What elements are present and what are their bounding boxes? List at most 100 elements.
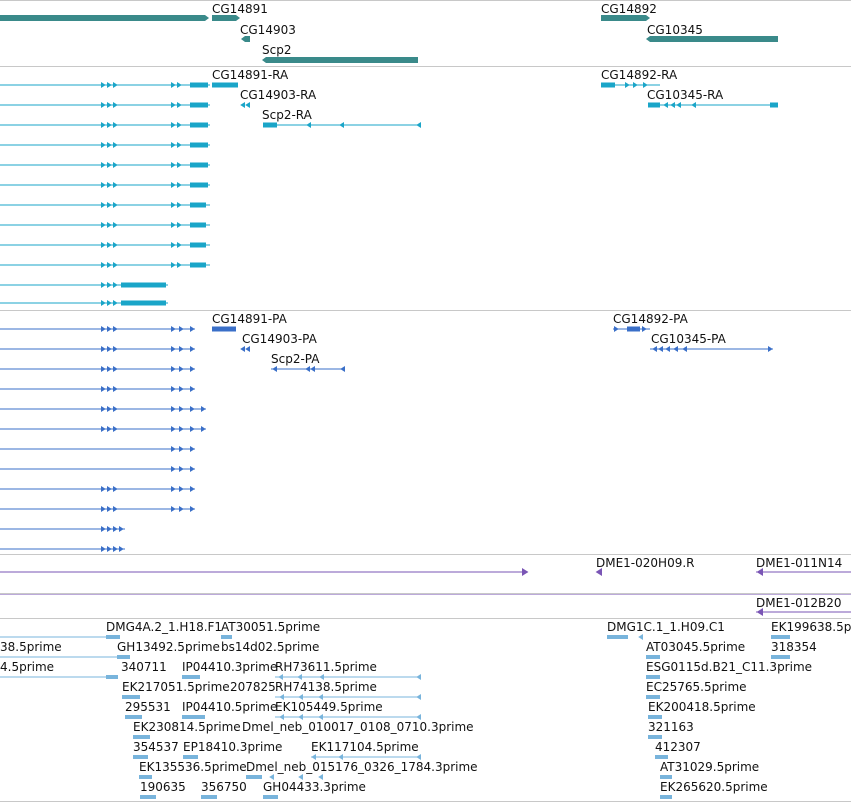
protein-arrow[interactable]	[190, 486, 195, 492]
est-label[interactable]: Dmel_neb_010017_0108_0710.3prime	[242, 720, 474, 734]
exon-arrow[interactable]	[171, 162, 176, 168]
est-block[interactable]	[648, 715, 662, 719]
protein-label[interactable]: Scp2-PA	[271, 352, 320, 366]
est-arrow[interactable]	[416, 694, 421, 700]
exon-arrow[interactable]	[107, 202, 112, 208]
est-label[interactable]: 340711	[121, 660, 167, 674]
exon-arrow[interactable]	[101, 122, 106, 128]
est-arrow[interactable]	[297, 674, 302, 680]
protein-arrow[interactable]	[179, 366, 184, 372]
exon-arrow[interactable]	[177, 202, 182, 208]
exon-block[interactable]	[648, 102, 660, 108]
est-label[interactable]: bs14d02.5prime	[221, 640, 320, 654]
protein-arrow[interactable]	[272, 366, 277, 372]
exon-block[interactable]	[770, 102, 778, 108]
exon-arrow[interactable]	[101, 142, 106, 148]
protein-arrow[interactable]	[201, 406, 206, 412]
protein-block[interactable]	[212, 326, 236, 332]
est-arrow[interactable]	[278, 674, 283, 680]
protein-arrow[interactable]	[107, 486, 112, 492]
exon-arrow[interactable]	[101, 242, 106, 248]
protein-arrow[interactable]	[101, 386, 106, 392]
est-arrow[interactable]	[416, 714, 421, 720]
exon-block[interactable]	[190, 222, 206, 228]
exon-arrow[interactable]	[177, 122, 182, 128]
exon-block[interactable]	[190, 242, 206, 248]
exon-arrow[interactable]	[113, 162, 118, 168]
protein-arrow[interactable]	[171, 386, 176, 392]
exon-arrow[interactable]	[171, 82, 176, 88]
exon-arrow[interactable]	[101, 202, 106, 208]
est-arrow[interactable]	[298, 694, 303, 700]
exon-block[interactable]	[601, 82, 615, 88]
exon-arrow[interactable]	[625, 82, 630, 88]
protein-label[interactable]: CG14892-PA	[613, 312, 688, 326]
est-arrow[interactable]	[298, 774, 303, 780]
est-label[interactable]: DMG1C.1_1.H09.C1	[607, 620, 725, 634]
exon-arrow[interactable]	[306, 122, 311, 128]
protein-arrow[interactable]	[113, 546, 118, 552]
exon-arrow[interactable]	[113, 182, 118, 188]
clone-arrow[interactable]	[756, 568, 763, 576]
est-label[interactable]: EK135536.5prime	[139, 760, 247, 774]
protein-arrow[interactable]	[113, 526, 118, 532]
exon-arrow[interactable]	[171, 142, 176, 148]
protein-arrow[interactable]	[101, 426, 106, 432]
protein-arrow[interactable]	[101, 526, 106, 532]
protein-arrow[interactable]	[673, 346, 678, 352]
clone-label[interactable]: DME1-020H09.R	[596, 556, 695, 570]
protein-arrow[interactable]	[113, 346, 118, 352]
protein-arrow[interactable]	[113, 486, 118, 492]
protein-arrow[interactable]	[107, 386, 112, 392]
clone-arrow[interactable]	[756, 608, 763, 616]
exon-block[interactable]	[190, 142, 208, 148]
exon-arrow[interactable]	[339, 122, 344, 128]
protein-arrow[interactable]	[101, 486, 106, 492]
est-label[interactable]: IP04410.3prime	[182, 660, 278, 674]
est-arrow[interactable]	[298, 714, 303, 720]
gene-label-cg10345[interactable]: CG10345	[647, 23, 703, 37]
est-arrow[interactable]	[638, 634, 643, 640]
exon-arrow[interactable]	[113, 122, 118, 128]
exon-arrow[interactable]	[101, 162, 106, 168]
exon-arrow[interactable]	[113, 202, 118, 208]
exon-arrow[interactable]	[113, 222, 118, 228]
exon-block[interactable]	[190, 202, 206, 208]
est-arrow[interactable]	[338, 754, 343, 760]
protein-arrow[interactable]	[171, 466, 176, 472]
clone-label[interactable]: DME1-012B20	[756, 596, 842, 610]
est-label[interactable]: ESG0115d.B21_C11.3prime	[646, 660, 813, 674]
est-label[interactable]: EP18410.3prime	[183, 740, 283, 754]
exon-arrow[interactable]	[177, 242, 182, 248]
est-arrow[interactable]	[269, 774, 274, 780]
est-block[interactable]	[117, 655, 130, 659]
exon-arrow[interactable]	[177, 182, 182, 188]
exon-arrow[interactable]	[101, 300, 106, 306]
est-label[interactable]: AT31029.5prime	[660, 760, 760, 774]
est-label[interactable]: EK200418.5prime	[648, 700, 756, 714]
protein-arrow[interactable]	[179, 386, 184, 392]
est-label[interactable]: 354537	[133, 740, 179, 754]
est-arrow[interactable]	[319, 674, 324, 680]
exon-arrow[interactable]	[177, 262, 182, 268]
est-block[interactable]	[660, 795, 672, 799]
est-label[interactable]: 190635	[140, 780, 186, 794]
est-block[interactable]	[122, 695, 140, 699]
est-block[interactable]	[771, 655, 790, 659]
est-label[interactable]: AT03045.5prime	[646, 640, 746, 654]
protein-arrow[interactable]	[190, 446, 195, 452]
protein-arrow[interactable]	[190, 406, 195, 412]
est-label[interactable]: EK265620.5prime	[660, 780, 768, 794]
exon-block[interactable]	[190, 182, 208, 188]
exon-arrow[interactable]	[171, 222, 176, 228]
est-label[interactable]: EK230814.5prime	[133, 720, 241, 734]
protein-arrow[interactable]	[642, 326, 647, 332]
exon-arrow[interactable]	[107, 142, 112, 148]
exon-arrow[interactable]	[101, 282, 106, 288]
protein-arrow[interactable]	[171, 426, 176, 432]
exon-arrow[interactable]	[177, 142, 182, 148]
est-arrow[interactable]	[318, 774, 323, 780]
est-block[interactable]	[660, 775, 672, 779]
est-block[interactable]	[646, 695, 660, 699]
